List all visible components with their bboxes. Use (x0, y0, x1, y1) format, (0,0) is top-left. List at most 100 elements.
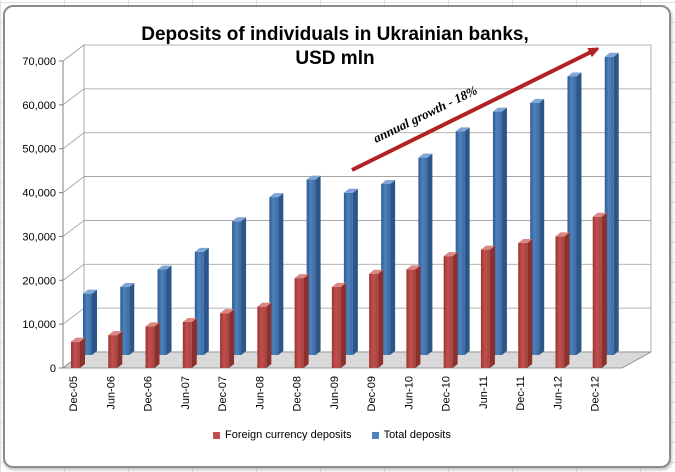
bar-total-top (455, 127, 470, 132)
bar-total (343, 188, 358, 355)
bar-foreign (369, 269, 384, 368)
bar-foreign-side (80, 337, 85, 368)
bar-total-side (427, 153, 433, 355)
bar-total (530, 98, 545, 356)
bar-foreign-front (406, 269, 416, 368)
bar-foreign-front (257, 306, 267, 368)
bar-total-front (83, 293, 92, 355)
bar-foreign (294, 274, 309, 368)
bar-foreign-front (294, 278, 304, 368)
bar-foreign-side (340, 282, 346, 368)
legend-item-foreign: Foreign currency deposits (213, 429, 352, 441)
bar-total-front (232, 221, 242, 355)
bar-foreign-side (452, 252, 458, 368)
x-tick-label: Dec-10 (441, 376, 453, 411)
chart-title: Deposits of individuals in Ukrainian ban… (95, 23, 575, 71)
x-tick-label: Jun-08 (254, 376, 266, 410)
bar-foreign (555, 232, 570, 368)
bar-foreign-top (369, 269, 384, 274)
bar-total-side (315, 175, 321, 355)
bar-foreign-top (480, 245, 495, 250)
bar-total (604, 52, 619, 356)
bar-total-top (418, 153, 433, 158)
bar-foreign-top (182, 317, 197, 322)
bar-total-side (241, 217, 247, 355)
bar-total-side (203, 247, 209, 355)
bar-foreign-front (555, 236, 565, 368)
bar-foreign-front (592, 216, 602, 368)
bar-total-front (381, 183, 391, 355)
bar-total-front (418, 157, 428, 355)
bar-total (232, 217, 247, 355)
bar-foreign-side (303, 274, 309, 368)
bar-total (83, 289, 97, 355)
bar-foreign (443, 252, 458, 368)
bar-foreign-side (266, 302, 272, 368)
bar-total-front (269, 197, 279, 355)
bar-total-top (381, 179, 396, 184)
bars-layer (71, 52, 619, 368)
bar-total-top (530, 98, 545, 103)
x-tick-label: Dec-11 (515, 376, 527, 411)
legend-label-total: Total deposits (383, 429, 451, 441)
bar-total-top (604, 52, 619, 57)
x-tick-label: Dec-05 (68, 376, 80, 411)
legend-swatch-total (371, 431, 379, 439)
bar-total-front (567, 76, 577, 355)
bar-foreign-top (331, 282, 346, 287)
y-tick-label: 40,000 (22, 188, 56, 200)
growth-arrow (351, 50, 595, 172)
chart-title-line2: USD mln (295, 48, 375, 69)
bar-foreign-top (518, 239, 533, 244)
bar-foreign-side (601, 212, 607, 368)
x-tick-label: Jun-09 (329, 376, 341, 410)
bar-total-top (157, 265, 172, 270)
bar-foreign-top (220, 309, 235, 314)
bar-total-top (120, 283, 135, 288)
gridline-side (62, 263, 85, 281)
bar-foreign-front (182, 321, 192, 368)
bar-foreign-front (443, 256, 453, 368)
bar-total (381, 179, 396, 355)
bar-foreign-top (145, 322, 160, 327)
y-tick-label: 20,000 (22, 275, 56, 287)
bar-total-top (567, 72, 582, 77)
bar-total-front (530, 102, 540, 355)
x-tick-label: Jun-12 (552, 376, 564, 410)
bar-foreign-top (555, 232, 570, 237)
bar-foreign-side (564, 232, 570, 368)
bar-total-side (129, 283, 135, 355)
bar-total-top (306, 175, 321, 180)
bar-foreign-front (71, 341, 80, 368)
bar-total (492, 107, 507, 355)
bar-total (120, 283, 135, 355)
y-tick-label: 70,000 (22, 56, 56, 68)
bar-total-front (343, 192, 353, 355)
x-tick-label: Dec-06 (143, 376, 155, 411)
bar-total-side (576, 72, 582, 355)
bar-total (269, 193, 284, 355)
bar-foreign-top (592, 212, 607, 217)
chart-title-line1: Deposits of individuals in Ukrainian ban… (141, 24, 529, 45)
bar-foreign (257, 302, 272, 368)
bar-foreign-top (443, 252, 458, 257)
gridline-side (62, 132, 85, 150)
x-tick-label: Dec-08 (292, 376, 304, 411)
bar-total-top (343, 188, 358, 193)
y-tick-label: 10,000 (22, 319, 56, 331)
bar-foreign (108, 331, 123, 368)
bar-total (194, 247, 209, 355)
bar-foreign (592, 212, 607, 368)
bar-total-side (352, 188, 358, 355)
x-tick-label: Dec-12 (590, 376, 602, 411)
x-tick-label: Jun-10 (403, 376, 415, 410)
bar-total-top (492, 107, 507, 112)
bar-total-side (92, 289, 97, 355)
gridline-side (62, 220, 85, 237)
bar-total-top (83, 289, 97, 294)
bar-total-side (613, 52, 619, 356)
bar-foreign (145, 322, 160, 368)
x-tick-label: Jun-07 (180, 376, 192, 410)
bar-total-side (501, 107, 507, 355)
bar-foreign-front (145, 326, 155, 368)
